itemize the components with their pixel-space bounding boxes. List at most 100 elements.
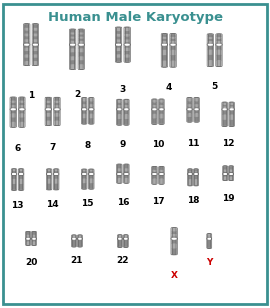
FancyBboxPatch shape [33, 61, 36, 65]
FancyBboxPatch shape [46, 100, 50, 103]
FancyBboxPatch shape [27, 241, 30, 245]
FancyBboxPatch shape [126, 54, 130, 58]
FancyBboxPatch shape [12, 169, 15, 171]
FancyBboxPatch shape [72, 30, 75, 32]
FancyBboxPatch shape [173, 236, 177, 239]
FancyBboxPatch shape [47, 172, 50, 173]
FancyBboxPatch shape [19, 179, 22, 184]
FancyBboxPatch shape [47, 120, 51, 125]
FancyBboxPatch shape [152, 100, 156, 103]
FancyBboxPatch shape [231, 106, 234, 108]
FancyBboxPatch shape [80, 38, 84, 41]
FancyBboxPatch shape [82, 174, 85, 179]
FancyBboxPatch shape [172, 38, 176, 41]
FancyBboxPatch shape [25, 27, 29, 31]
FancyBboxPatch shape [124, 100, 127, 103]
FancyBboxPatch shape [152, 169, 156, 172]
FancyBboxPatch shape [160, 104, 164, 107]
FancyBboxPatch shape [125, 238, 128, 247]
FancyBboxPatch shape [171, 233, 176, 237]
FancyBboxPatch shape [89, 106, 92, 110]
Text: 10: 10 [152, 140, 164, 148]
Text: 12: 12 [222, 139, 234, 148]
FancyBboxPatch shape [189, 174, 192, 180]
FancyBboxPatch shape [162, 50, 166, 56]
FancyBboxPatch shape [188, 98, 192, 101]
FancyBboxPatch shape [80, 40, 84, 43]
FancyBboxPatch shape [56, 109, 60, 113]
FancyBboxPatch shape [172, 228, 175, 231]
FancyBboxPatch shape [83, 173, 86, 175]
FancyBboxPatch shape [19, 109, 23, 114]
FancyBboxPatch shape [89, 109, 92, 114]
FancyBboxPatch shape [187, 113, 191, 118]
FancyBboxPatch shape [33, 232, 36, 235]
FancyBboxPatch shape [160, 173, 164, 175]
FancyBboxPatch shape [126, 42, 130, 45]
FancyBboxPatch shape [153, 172, 157, 174]
FancyBboxPatch shape [118, 168, 122, 171]
FancyBboxPatch shape [172, 61, 176, 67]
Text: 7: 7 [49, 143, 56, 152]
FancyBboxPatch shape [83, 101, 86, 104]
FancyBboxPatch shape [124, 114, 127, 120]
FancyBboxPatch shape [125, 235, 128, 237]
FancyBboxPatch shape [194, 171, 197, 173]
FancyBboxPatch shape [153, 114, 157, 119]
FancyBboxPatch shape [118, 109, 122, 115]
FancyBboxPatch shape [124, 51, 129, 55]
FancyBboxPatch shape [222, 115, 226, 120]
FancyBboxPatch shape [230, 115, 233, 120]
FancyBboxPatch shape [79, 238, 82, 240]
FancyBboxPatch shape [12, 102, 16, 105]
FancyBboxPatch shape [82, 101, 85, 104]
FancyBboxPatch shape [152, 107, 156, 110]
FancyBboxPatch shape [218, 34, 221, 37]
FancyBboxPatch shape [70, 32, 74, 34]
FancyBboxPatch shape [160, 169, 164, 172]
FancyBboxPatch shape [70, 64, 74, 69]
FancyBboxPatch shape [163, 38, 167, 41]
FancyBboxPatch shape [11, 102, 15, 105]
FancyBboxPatch shape [195, 98, 199, 101]
FancyBboxPatch shape [160, 109, 164, 114]
FancyBboxPatch shape [125, 171, 129, 174]
FancyBboxPatch shape [116, 51, 120, 55]
FancyBboxPatch shape [153, 107, 157, 110]
FancyBboxPatch shape [55, 179, 58, 184]
Text: 17: 17 [152, 197, 164, 206]
FancyBboxPatch shape [208, 238, 211, 248]
FancyBboxPatch shape [222, 107, 226, 110]
FancyBboxPatch shape [34, 55, 38, 58]
FancyBboxPatch shape [124, 238, 127, 240]
FancyBboxPatch shape [71, 36, 75, 39]
FancyBboxPatch shape [209, 55, 213, 61]
FancyBboxPatch shape [89, 108, 92, 110]
FancyBboxPatch shape [162, 44, 166, 46]
FancyBboxPatch shape [71, 56, 75, 61]
FancyBboxPatch shape [83, 170, 86, 171]
FancyBboxPatch shape [230, 103, 233, 105]
FancyBboxPatch shape [56, 105, 60, 107]
FancyBboxPatch shape [70, 60, 74, 65]
FancyBboxPatch shape [124, 178, 127, 183]
FancyBboxPatch shape [80, 34, 84, 37]
FancyBboxPatch shape [124, 44, 129, 48]
FancyBboxPatch shape [24, 58, 28, 62]
FancyBboxPatch shape [71, 38, 75, 41]
FancyBboxPatch shape [159, 173, 163, 175]
FancyBboxPatch shape [79, 56, 83, 61]
FancyBboxPatch shape [126, 28, 130, 31]
FancyBboxPatch shape [118, 178, 122, 183]
FancyBboxPatch shape [79, 238, 82, 246]
FancyBboxPatch shape [73, 237, 76, 239]
FancyBboxPatch shape [32, 238, 35, 240]
FancyBboxPatch shape [230, 109, 233, 115]
FancyBboxPatch shape [217, 44, 220, 46]
FancyBboxPatch shape [21, 104, 25, 107]
FancyBboxPatch shape [11, 108, 15, 110]
FancyBboxPatch shape [83, 109, 86, 114]
FancyBboxPatch shape [152, 178, 156, 184]
FancyBboxPatch shape [195, 101, 199, 104]
FancyBboxPatch shape [19, 169, 22, 171]
